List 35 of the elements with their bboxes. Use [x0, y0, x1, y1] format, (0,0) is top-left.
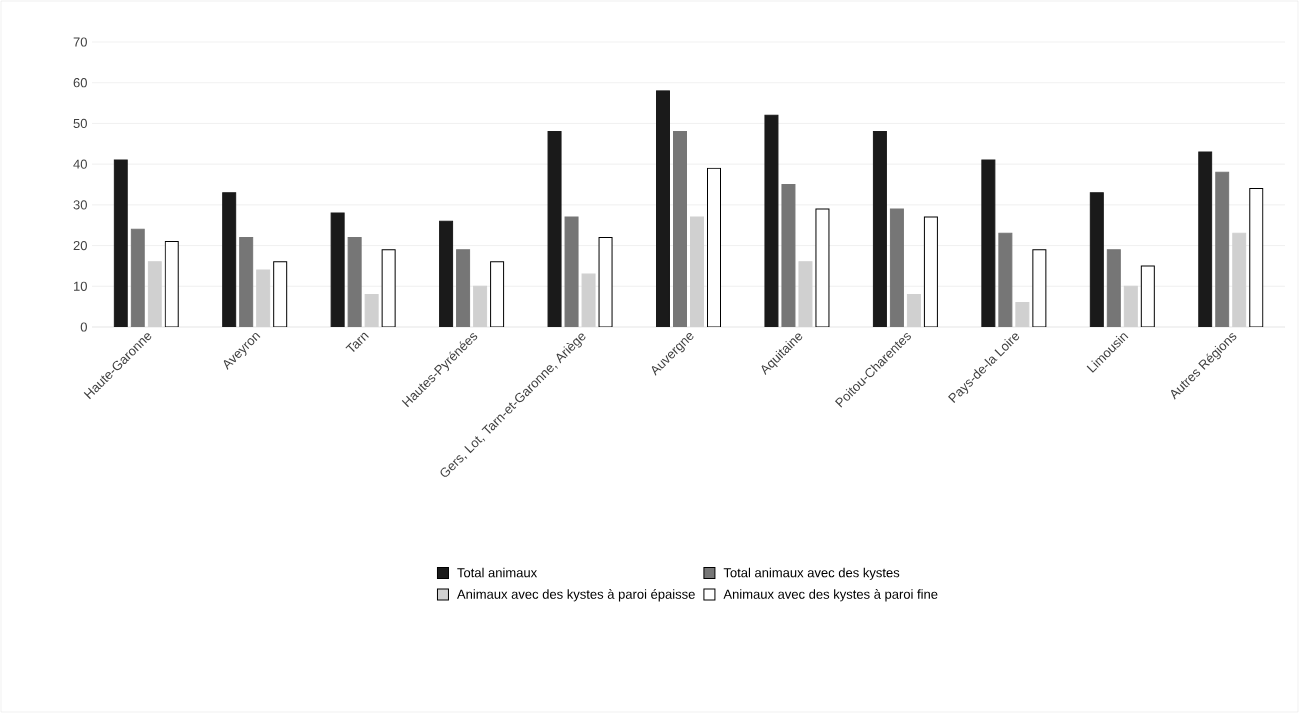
bar: [1140, 265, 1155, 327]
y-tick-label: 40: [73, 159, 87, 169]
legend-label: Total animaux: [457, 567, 538, 578]
bar: [439, 220, 454, 327]
bar: [273, 261, 288, 327]
y-tick-label: 60: [73, 78, 87, 88]
bar: [981, 159, 996, 327]
bar: [764, 114, 779, 327]
y-tick-label: 70: [73, 37, 87, 47]
bar: [547, 131, 562, 327]
bar: [1249, 188, 1264, 327]
bar: [490, 261, 505, 327]
bar: [923, 216, 938, 327]
bar: [1089, 192, 1104, 327]
y-tick-label: 20: [73, 240, 87, 251]
bar: [164, 241, 179, 327]
bar: [598, 236, 613, 327]
y-tick-label: 0: [80, 322, 87, 332]
bar: [815, 208, 830, 327]
x-tick-label: Tarn: [345, 332, 369, 352]
bar: [1198, 151, 1213, 327]
y-tick-label: 10: [74, 281, 87, 291]
legend-label: Total animaux avec des kystes: [723, 567, 900, 580]
bar: [1032, 249, 1047, 327]
bar: [872, 131, 887, 327]
bar: [656, 90, 670, 327]
legend-label: Animaux avec des kystes à paroi épaisse: [457, 589, 695, 602]
bar: [330, 212, 345, 327]
bar: [707, 167, 721, 327]
bar: [113, 159, 128, 327]
bar: [381, 249, 396, 327]
legend-label: Animaux avec des kystes à paroi fine: [723, 589, 938, 602]
bar: [222, 192, 237, 327]
y-tick-label: 30: [73, 200, 87, 210]
y-tick-label: 50: [73, 118, 87, 129]
